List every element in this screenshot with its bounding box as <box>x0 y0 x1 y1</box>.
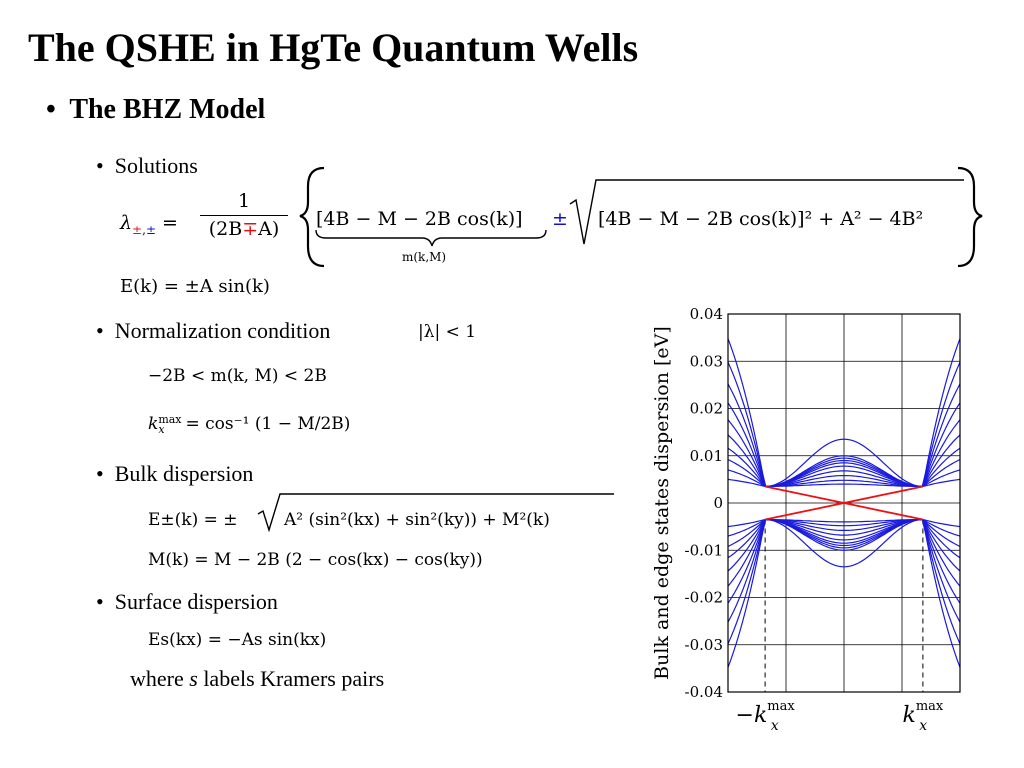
edge-state-line <box>764 485 924 521</box>
sub-bullet-bulk: • Bulk dispersion <box>96 461 253 487</box>
surface-equation: Es(kx) = −As sin(kx) <box>148 630 327 650</box>
kmax-equation: k max x = cos⁻¹ (1 − M/2B) <box>148 412 351 436</box>
y-tick-label: -0.02 <box>685 589 723 607</box>
kmax-dashed-lines <box>764 519 924 692</box>
bullet-dot: • <box>96 461 104 486</box>
lambda-fraction: 1 (2B∓A) <box>200 190 288 240</box>
underbrace <box>315 229 547 247</box>
sub-bullet-label: Normalization condition <box>114 318 331 343</box>
bulk-sqrt-content: A² (sin²(kx) + sin²(ky)) + M²(k) <box>284 510 550 530</box>
energy-equation: E(k) = ±A sin(k) <box>120 276 270 297</box>
bullet-dot: • <box>46 94 56 125</box>
y-tick-label: 0.02 <box>690 400 723 418</box>
sub-bullet-surface: • Surface dispersion <box>96 589 278 615</box>
x-marker-label: −kmax x <box>736 699 796 730</box>
plot-frame <box>727 313 961 693</box>
bulk-lhs: E±(k) = ± <box>148 510 238 530</box>
plus-minus-sign: ± <box>552 208 568 230</box>
sqrt-content: [4B − M − 2B cos(k)]² + A² − 4B² <box>598 208 924 230</box>
sub-bullet-label: Bulk dispersion <box>114 461 254 486</box>
y-tick-label: 0 <box>713 494 723 512</box>
sub-bullet-label: Solutions <box>114 153 198 178</box>
y-tick-label: 0.01 <box>690 447 723 465</box>
underbrace-label: m(k,M) <box>402 250 447 264</box>
bullet-dot: • <box>96 318 104 343</box>
sub-bullet-solutions: • Solutions <box>96 153 198 179</box>
fraction-denominator: (2B∓A) <box>208 218 280 240</box>
right-curly-brace <box>957 166 983 268</box>
fraction-bar <box>200 215 288 216</box>
x-markers: −kmax x kmax x <box>736 699 944 730</box>
bullet-dot: • <box>96 153 104 178</box>
y-tick-label: 0.03 <box>690 352 723 370</box>
y-tick-label: -0.01 <box>685 541 723 559</box>
bulk-mass-equation: M(k) = M − 2B (2 − cos(kx) − cos(ky)) <box>148 550 483 570</box>
dispersion-chart: 0.04 0.03 0.02 0.01 0 -0.01 -0.02 -0.03 -0.04 −k… <box>651 305 961 730</box>
y-tick-label: 0.04 <box>690 305 723 323</box>
y-axis-label: Bulk and edge states dispersion [eV] <box>651 326 673 680</box>
y-tick-labels: 0.04 0.03 0.02 0.01 0 -0.01 -0.02 -0.03 -0.04 <box>685 305 723 701</box>
kramers-note: where s labels Kramers pairs <box>130 666 385 691</box>
sqrt-sign <box>569 179 964 245</box>
sub-bullet-label: Surface dispersion <box>114 589 278 614</box>
norm-range: −2B < m(k, M) < 2B <box>148 366 327 386</box>
bullet-dot: • <box>96 589 104 614</box>
slide-title: The QSHE in HgTe Quantum Wells <box>28 25 639 70</box>
bracket-term: [4B − M − 2B cos(k)] <box>316 208 523 230</box>
sub-bullet-normalization: • Normalization condition <box>96 318 330 344</box>
fraction-numerator: 1 <box>237 190 251 212</box>
bulk-sqrt-sign <box>257 493 614 532</box>
main-bullet: • The BHZ Model <box>46 94 265 126</box>
x-marker-label: kmax x <box>902 699 943 730</box>
y-tick-label: -0.03 <box>685 636 723 654</box>
lambda-brace-group <box>299 166 983 268</box>
lambda-lhs: λ±,± = <box>120 212 178 237</box>
kramers-variable: s <box>189 666 198 691</box>
norm-condition: |λ| < 1 <box>418 322 477 342</box>
main-bullet-label: The BHZ Model <box>69 94 266 125</box>
edge-states <box>764 485 924 521</box>
y-tick-label: -0.04 <box>685 683 723 701</box>
left-curly-brace <box>299 166 325 268</box>
